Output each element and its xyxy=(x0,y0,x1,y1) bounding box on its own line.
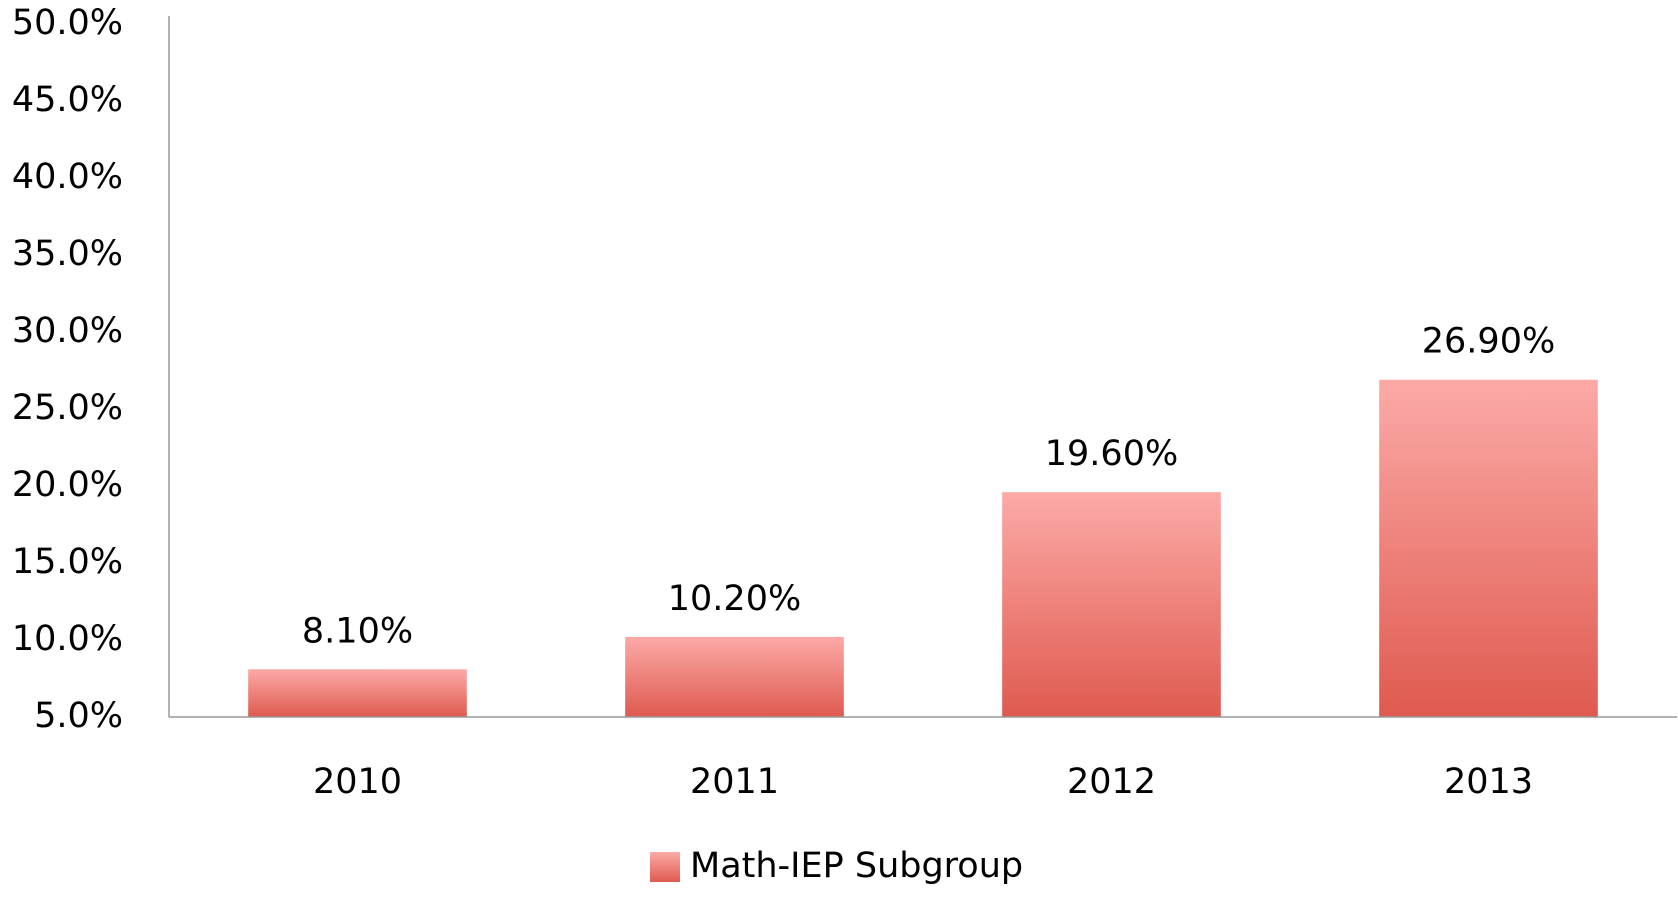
data-label: 26.90% xyxy=(1422,322,1555,362)
bar xyxy=(1002,492,1221,717)
legend-swatch xyxy=(650,852,680,882)
y-tick-label: 50.0% xyxy=(12,3,123,43)
y-tick-label: 10.0% xyxy=(12,619,123,659)
y-tick-label: 25.0% xyxy=(12,388,123,428)
y-tick-label: 40.0% xyxy=(12,157,123,197)
x-tick-label: 2011 xyxy=(690,762,779,802)
x-tick-label: 2012 xyxy=(1067,762,1156,802)
bar xyxy=(248,669,467,717)
y-tick-label: 30.0% xyxy=(12,311,123,351)
data-label: 10.20% xyxy=(668,579,801,619)
data-label: 19.60% xyxy=(1045,434,1178,474)
y-tick-label: 15.0% xyxy=(12,542,123,582)
bar xyxy=(1379,379,1598,717)
x-tick-label: 2013 xyxy=(1444,762,1533,802)
y-tick-label: 35.0% xyxy=(12,234,123,274)
y-tick-label: 45.0% xyxy=(12,80,123,120)
bar xyxy=(625,636,844,717)
x-tick-label: 2010 xyxy=(313,762,402,802)
y-tick-label: 5.0% xyxy=(34,696,123,736)
data-label: 8.10% xyxy=(302,611,413,651)
legend-label: Math-IEP Subgroup xyxy=(690,846,1023,886)
y-tick-label: 20.0% xyxy=(12,465,123,505)
